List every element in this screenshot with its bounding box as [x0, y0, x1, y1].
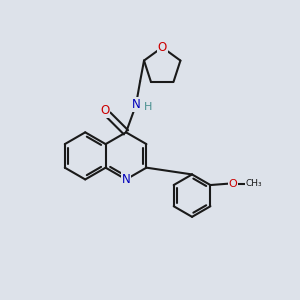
- Text: H: H: [144, 102, 152, 112]
- Text: CH₃: CH₃: [246, 179, 262, 188]
- Text: N: N: [132, 98, 140, 111]
- Text: O: O: [158, 41, 167, 54]
- Text: N: N: [122, 173, 130, 186]
- Text: O: O: [100, 104, 110, 117]
- Text: O: O: [229, 178, 238, 189]
